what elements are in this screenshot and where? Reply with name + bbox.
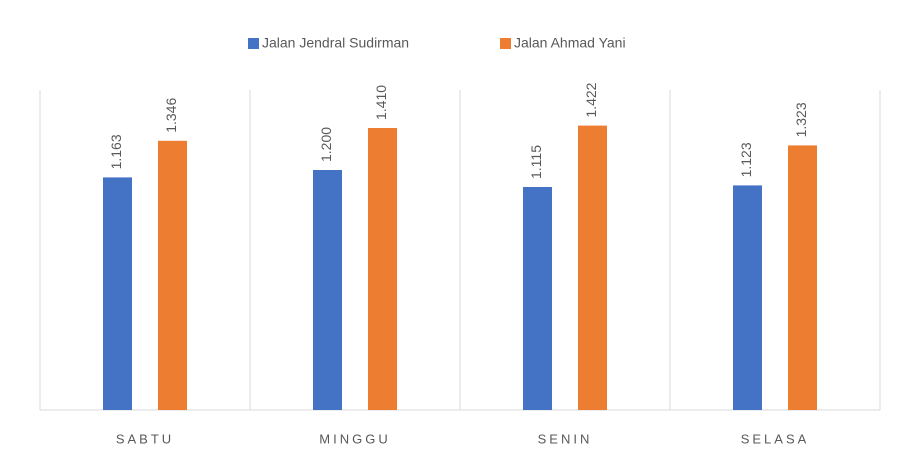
legend-swatch (500, 38, 511, 49)
bar (368, 128, 397, 410)
value-label: 1.163 (108, 134, 124, 169)
x-tick-label: SABTU (116, 431, 174, 446)
bar (788, 145, 817, 410)
bar (733, 185, 762, 410)
value-label: 1.115 (528, 145, 544, 179)
bar (313, 170, 342, 410)
legend-swatch (248, 38, 259, 49)
x-tick-label: SENIN (538, 431, 593, 446)
bar (158, 140, 187, 411)
value-label: 1.200 (318, 127, 334, 162)
x-tick-label: MINGGU (319, 431, 390, 446)
value-label: 1.323 (793, 102, 809, 137)
value-label: 1.410 (373, 85, 389, 120)
legend-label: Jalan Ahmad Yani (514, 35, 626, 51)
bar (103, 177, 132, 410)
x-tick-label: SELASA (741, 431, 810, 446)
value-label: 1.346 (163, 98, 179, 133)
value-label: 1.123 (738, 142, 754, 177)
bar (578, 125, 607, 410)
value-label: 1.422 (583, 82, 599, 117)
legend-label: Jalan Jendral Sudirman (262, 35, 409, 51)
bar (523, 187, 552, 410)
